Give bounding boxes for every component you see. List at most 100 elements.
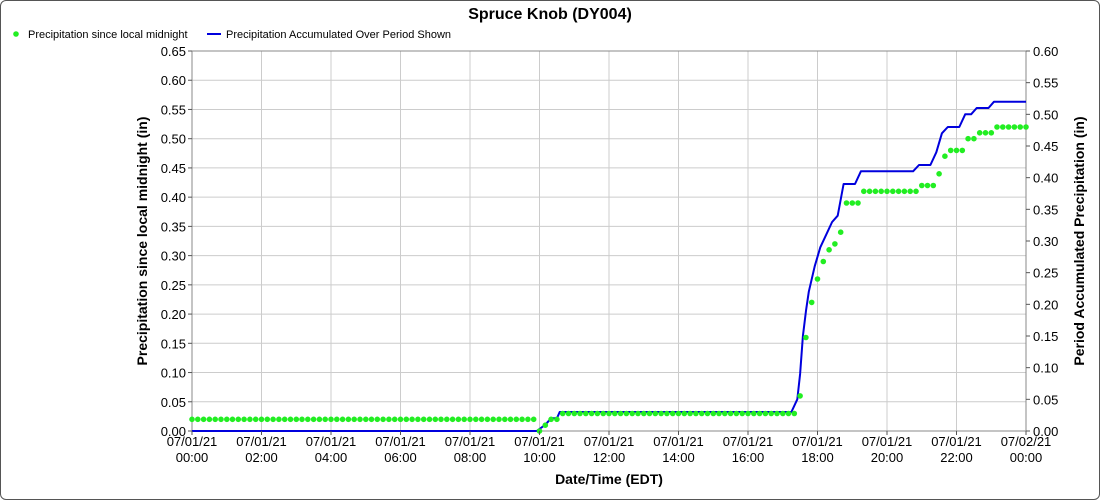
midnight-precip-point [623,410,630,417]
y-left-tick-label: 0.10 [161,366,186,381]
midnight-precip-point [693,410,699,417]
midnight-precip-point [1023,124,1029,130]
midnight-precip-point [890,188,896,195]
legend-label-midnight: Precipitation since local midnight [28,29,188,41]
x-tick-label-time: 00:00 [176,450,209,465]
midnight-precip-point [519,416,525,423]
x-tick-label-date: 07/01/21 [445,434,496,449]
midnight-precip-point [258,416,265,423]
midnight-precip-point [594,410,601,417]
midnight-precip-point [548,416,554,423]
x-tick-label-date: 07/01/21 [931,434,982,449]
legend-label-accumulated: Precipitation Accumulated Over Period Sh… [226,29,451,41]
midnight-precip-point [484,416,491,423]
y-right-tick-label: 0.10 [1033,361,1058,376]
y-right-tick-label: 0.20 [1033,297,1058,312]
midnight-precip-point [762,410,769,417]
y-left-tick-label: 0.30 [161,249,186,264]
midnight-precip-point [924,182,931,189]
midnight-precip-point [727,410,734,417]
midnight-precip-point [264,416,271,423]
midnight-precip-point [612,410,618,417]
midnight-precip-point [496,416,502,423]
midnight-precip-point [606,410,612,417]
x-tick-label-date: 07/01/21 [375,434,426,449]
midnight-precip-point [334,416,340,423]
midnight-precip-point [930,182,937,189]
midnight-precip-point [559,410,566,417]
x-tick-label-date: 07/01/21 [862,434,913,449]
x-tick-label-date: 07/01/21 [236,434,287,449]
midnight-precip-point [907,188,913,195]
midnight-precip-point [664,410,670,417]
midnight-precip-point [247,416,253,423]
y-right-tick-label: 0.30 [1033,234,1058,249]
midnight-precip-point [299,416,305,423]
y-axis-left-title: Precipitation since local midnight (in) [134,117,150,366]
midnight-precip-point [600,410,606,417]
midnight-precip-point [316,416,323,423]
midnight-precip-point [820,258,827,265]
midnight-precip-point [936,171,942,177]
midnight-precip-point [669,410,676,417]
midnight-precip-point [473,416,479,423]
y-left-tick-label: 0.65 [161,44,186,59]
midnight-precip-point [363,416,369,423]
grid [192,51,1026,431]
midnight-precip-point [525,416,531,423]
x-tick-label-time: 12:00 [593,450,626,465]
midnight-precip-point [281,416,288,423]
midnight-precip-point [577,410,583,417]
midnight-precip-point [200,416,207,423]
y-right-tick-label: 0.05 [1033,392,1058,407]
y-left-tick-label: 0.00 [161,424,186,439]
series-layer [189,100,1029,434]
y-right-tick-label: 0.35 [1033,202,1058,217]
midnight-precip-point [212,416,218,423]
midnight-precip-point [461,416,468,423]
midnight-precip-point [339,416,346,423]
midnight-precip-point [687,410,693,417]
y-right-tick-label: 0.45 [1033,139,1058,154]
y-left-tick-label: 0.60 [161,73,186,88]
midnight-precip-point [542,422,549,429]
midnight-precip-point [641,410,647,417]
midnight-precip-point [432,416,439,423]
midnight-precip-point [391,416,398,423]
midnight-precip-point [739,410,745,417]
midnight-precip-point [502,416,508,423]
y-right-tick-label: 0.50 [1033,107,1058,122]
y-left-tick-label: 0.45 [161,161,186,176]
x-tick-label-time: 16:00 [732,450,765,465]
midnight-precip-point [791,410,798,417]
midnight-precip-point [942,153,948,159]
midnight-precip-point [965,135,971,142]
midnight-precip-point [189,416,195,423]
x-tick-label-time: 22:00 [940,450,973,465]
midnight-precip-point [826,247,832,253]
midnight-precip-point [976,130,983,136]
midnight-precip-point [287,416,294,423]
midnight-precip-point [235,416,242,423]
y-left-tick-label: 0.40 [161,190,186,205]
midnight-precip-point [513,416,520,423]
midnight-precip-point [328,416,334,423]
x-tick-label-date: 07/01/21 [653,434,704,449]
midnight-precip-point [588,410,595,417]
midnight-precip-point [409,416,415,423]
midnight-precip-point [895,188,902,195]
y-left-tick-label: 0.20 [161,307,186,322]
midnight-precip-point [276,416,282,423]
midnight-precip-point [884,188,890,195]
x-tick-label-date: 07/01/21 [723,434,774,449]
midnight-precip-point [455,416,462,423]
midnight-precip-point [947,147,954,154]
midnight-precip-point [554,416,560,423]
x-tick-label-date: 07/01/21 [584,434,635,449]
x-tick-label-time: 02:00 [245,450,278,465]
x-tick-label-date: 07/01/21 [167,434,218,449]
midnight-precip-point [449,416,456,423]
y-left-tick-label: 0.35 [161,219,186,234]
midnight-precip-point [866,188,873,195]
